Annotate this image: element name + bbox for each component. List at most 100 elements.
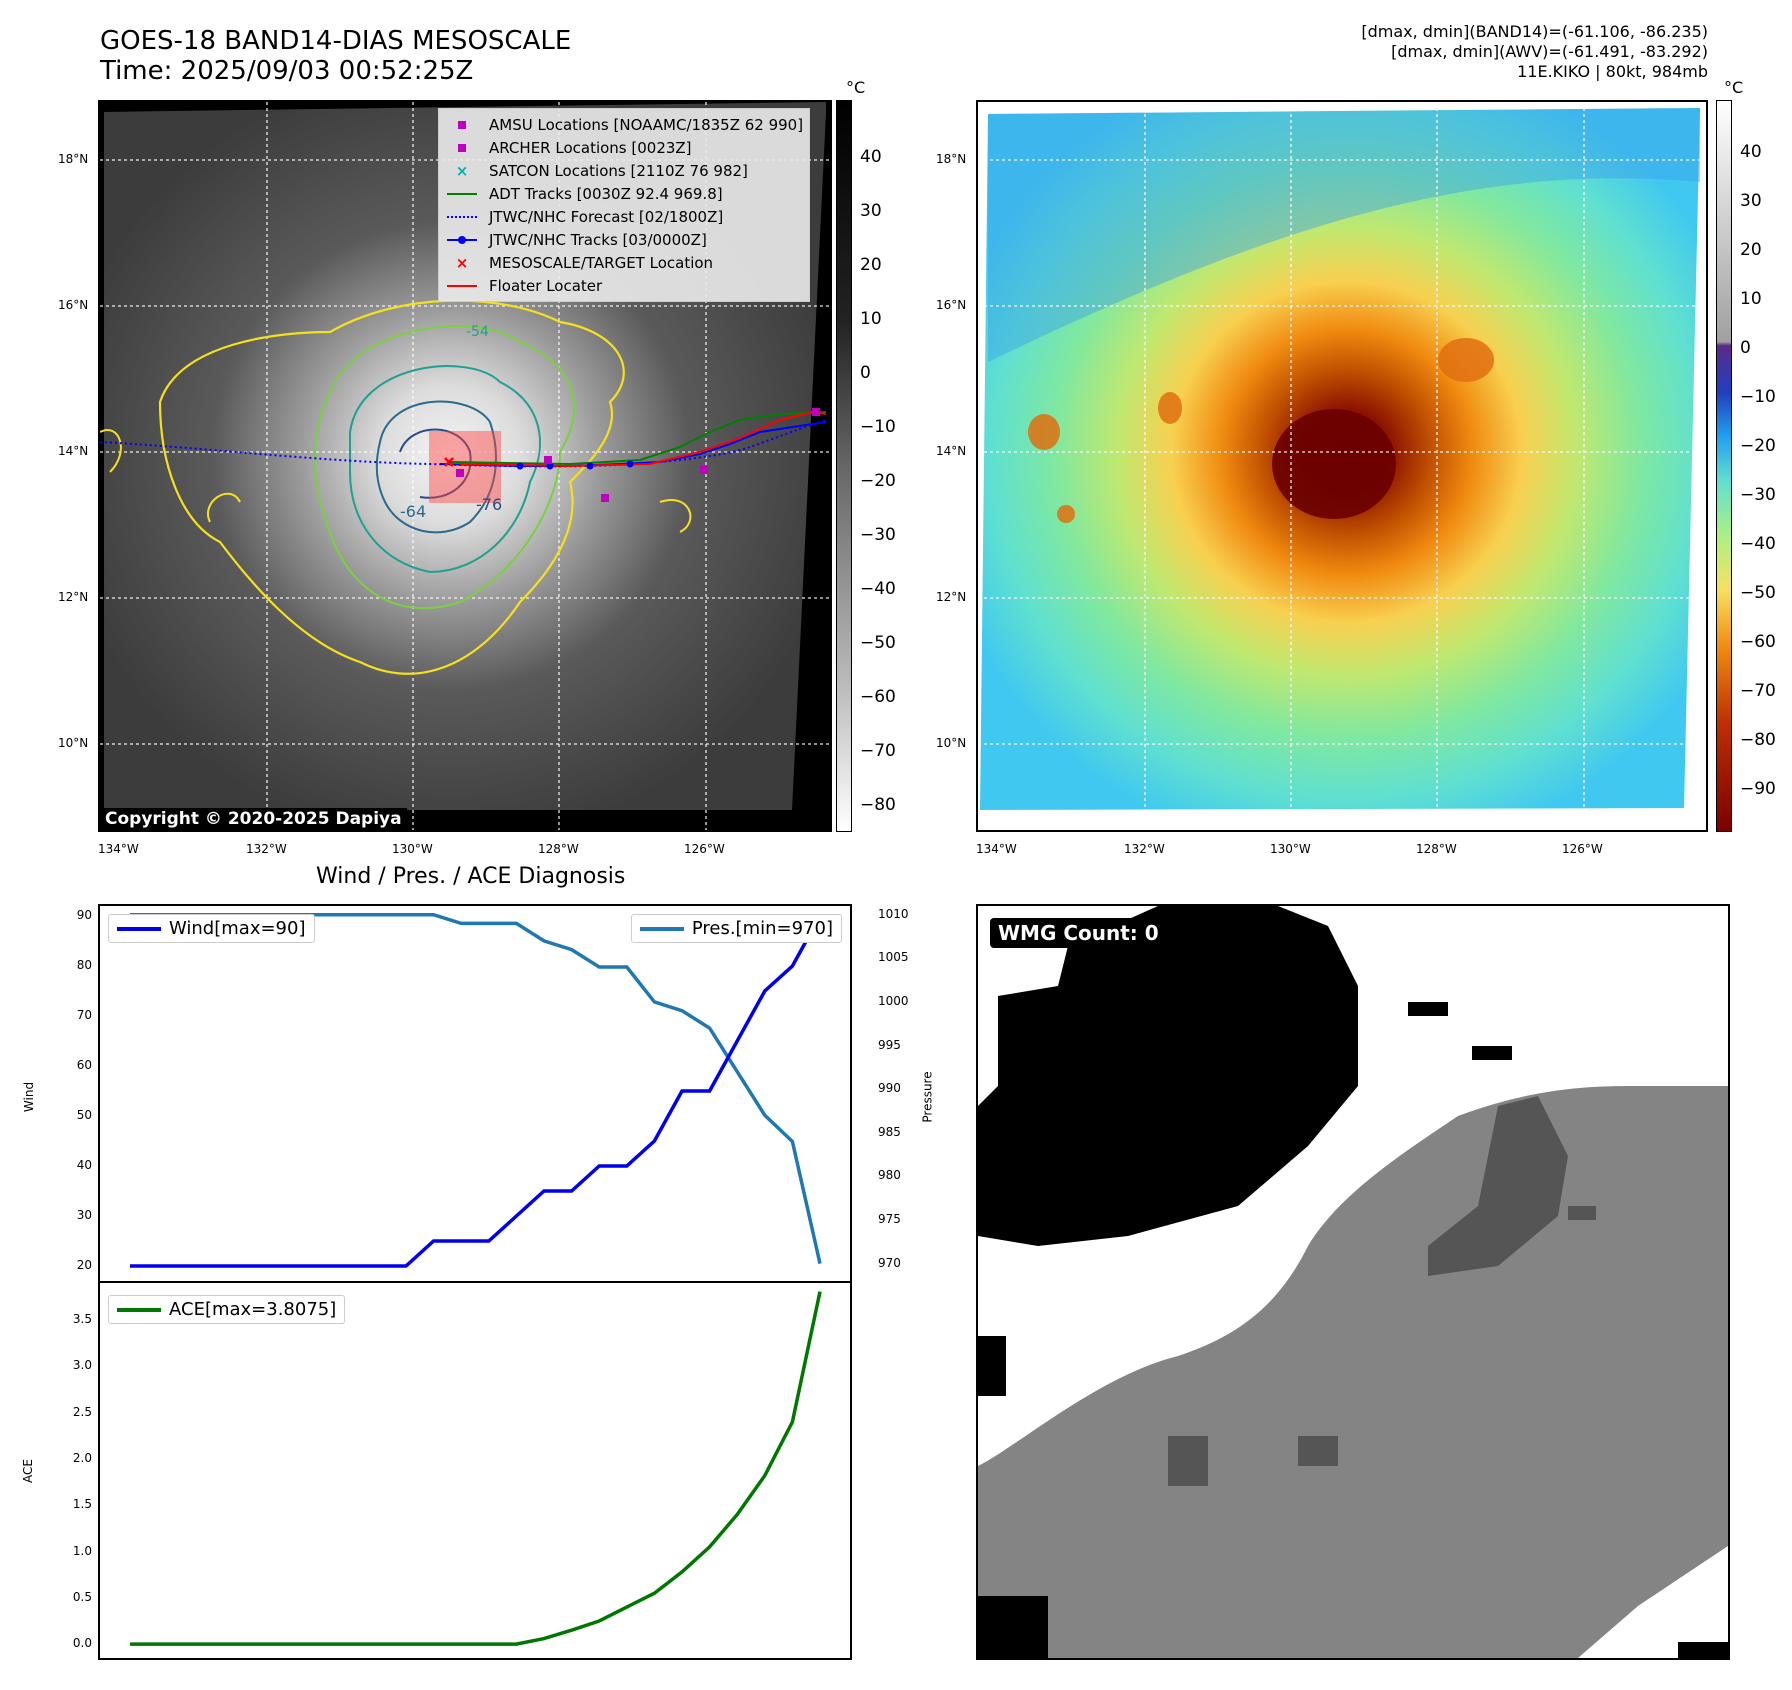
wind-series-line	[130, 915, 822, 1268]
ace-tick-label: 1.0	[72, 1543, 92, 1558]
lat-label: 14°N	[58, 444, 89, 458]
lat-label: 18°N	[58, 152, 89, 166]
wind-tick-label: 20	[76, 1258, 92, 1272]
lon-label: 134°W	[98, 842, 139, 856]
colorbar-tick: −70	[860, 741, 896, 761]
lat-label: 12°N	[936, 590, 967, 604]
colorbar-tick: −80	[860, 795, 896, 815]
lon-label: 128°W	[1416, 842, 1457, 856]
enhanced-image	[978, 102, 1706, 830]
ace-axis-label: ACE	[20, 1459, 35, 1483]
chart-title: GOES-18 BAND14-DIAS MESOSCALE	[100, 26, 572, 56]
lon-label: 126°W	[684, 842, 725, 856]
lat-label: 14°N	[936, 444, 967, 458]
color-colorbar	[1716, 100, 1732, 832]
ace-tick-label: 2.0	[72, 1450, 92, 1465]
colorbar-tick: −90	[1740, 779, 1776, 799]
ace-tick-label: 3.5	[72, 1312, 92, 1327]
colorbar-tick: 30	[860, 201, 882, 221]
wmg-panel: WMG Count: 0	[976, 904, 1730, 1660]
colorbar-tick: −80	[1740, 730, 1776, 750]
wind-tick-label: 70	[76, 1008, 92, 1022]
pressure-tick-label: 1005	[878, 950, 909, 965]
colorbar-tick: −60	[1740, 632, 1776, 652]
legend-item-floater: Floater Locater	[445, 274, 803, 297]
colorbar-tick: 40	[1740, 142, 1762, 162]
diagnosis-title: Wind / Pres. / ACE Diagnosis	[316, 864, 626, 889]
ace-tick-label: 0.5	[72, 1589, 92, 1604]
legend-item-forecast: JTWC/NHC Forecast [02/1800Z]	[445, 205, 803, 228]
pressure-tick-label: 995	[878, 1037, 901, 1052]
x-marker-icon: ×	[455, 161, 469, 180]
wind-tick-label: 90	[76, 908, 92, 922]
pressure-tick-label: 980	[878, 1168, 901, 1183]
lon-label: 130°W	[392, 842, 433, 856]
solid-line-icon	[447, 284, 477, 287]
contour-label: -76	[476, 495, 503, 514]
colorbar-unit: °C	[846, 78, 866, 97]
ace-series-line	[130, 1291, 822, 1646]
legend-item-archer: ARCHER Locations [0023Z]	[445, 136, 803, 159]
pressure-axis-label: Pressure	[920, 1071, 935, 1123]
legend-item-amsu: AMSU Locations [NOAAMC/1835Z 62 990]	[445, 113, 803, 136]
copyright-label: Copyright © 2020-2025 Dapiya	[100, 808, 407, 830]
ace-chart: ACE[max=3.8075]	[98, 1281, 852, 1660]
legend-ace: ACE[max=3.8075]	[108, 1295, 346, 1324]
ace-tick-label: 2.5	[72, 1404, 92, 1419]
wind-pressure-chart: Wind[max=90] Pres.[min=970]	[98, 904, 852, 1283]
pressure-tick-label: 985	[878, 1124, 901, 1139]
ace-tick-label: 3.0	[72, 1358, 92, 1373]
colorbar-tick: −20	[860, 471, 896, 491]
lat-label: 16°N	[58, 298, 89, 312]
lat-label: 12°N	[58, 590, 89, 604]
legend-item-tracks: JTWC/NHC Tracks [03/0000Z]	[445, 228, 803, 251]
colorbar-tick: −50	[860, 633, 896, 653]
lon-label: 132°W	[1124, 842, 1165, 856]
info-line-awv: [dmax, dmin](AWV)=(-61.491, -83.292)	[1391, 42, 1708, 61]
colorbar-tick: 30	[1740, 191, 1762, 211]
dot-line-icon	[447, 235, 477, 244]
pressure-tick-label: 1010	[878, 906, 909, 921]
wmg-image	[978, 906, 1728, 1658]
pressure-series-line	[130, 912, 822, 1264]
colorbar-tick: 40	[860, 147, 882, 167]
lon-label: 134°W	[976, 842, 1017, 856]
legend-pressure: Pres.[min=970]	[630, 914, 842, 943]
legend-item-target: × MESOSCALE/TARGET Location	[445, 251, 803, 274]
square-marker-icon	[458, 120, 466, 129]
lon-label: 126°W	[1562, 842, 1603, 856]
legend-wind: Wind[max=90]	[108, 914, 315, 943]
legend-item-satcon: × SATCON Locations [2110Z 76 982]	[445, 159, 803, 182]
dotted-line-icon	[447, 215, 477, 218]
chart-time: Time: 2025/09/03 00:52:25Z	[100, 56, 474, 86]
colorbar-tick: 10	[860, 309, 882, 329]
info-line-band14: [dmax, dmin](BAND14)=(-61.106, -86.235)	[1361, 22, 1708, 41]
colorbar-tick: 10	[1740, 289, 1762, 309]
solid-line-icon	[447, 192, 477, 195]
contour-label: -64	[400, 502, 427, 521]
wind-tick-label: 50	[76, 1108, 92, 1122]
colorbar-tick: −70	[1740, 681, 1776, 701]
lat-label: 10°N	[936, 736, 967, 750]
pressure-tick-label: 1000	[878, 993, 909, 1008]
colorbar-tick: −30	[860, 525, 896, 545]
lon-label: 130°W	[1270, 842, 1311, 856]
lat-label: 10°N	[58, 736, 89, 750]
contour-label: -54	[466, 324, 489, 340]
wmg-count-label: WMG Count: 0	[990, 918, 1167, 948]
colorbar-tick: −10	[1740, 387, 1776, 407]
colorbar-tick: −40	[860, 579, 896, 599]
grayscale-colorbar	[836, 100, 852, 832]
lon-label: 128°W	[538, 842, 579, 856]
colorbar-tick: −30	[1740, 485, 1776, 505]
wind-tick-label: 30	[76, 1208, 92, 1222]
x-marker-icon: ×	[455, 253, 469, 272]
map-legend: AMSU Locations [NOAAMC/1835Z 62 990] ARC…	[438, 108, 811, 302]
enhanced-satellite-map	[976, 100, 1708, 832]
ace-line-icon	[117, 1307, 161, 1312]
ace-tick-label: 1.5	[72, 1497, 92, 1512]
info-line-storm: 11E.KIKO | 80kt, 984mb	[1517, 62, 1708, 81]
pressure-tick-label: 975	[878, 1211, 901, 1226]
ace-tick-label: 0.0	[72, 1636, 92, 1651]
ace-plot	[130, 1291, 822, 1646]
